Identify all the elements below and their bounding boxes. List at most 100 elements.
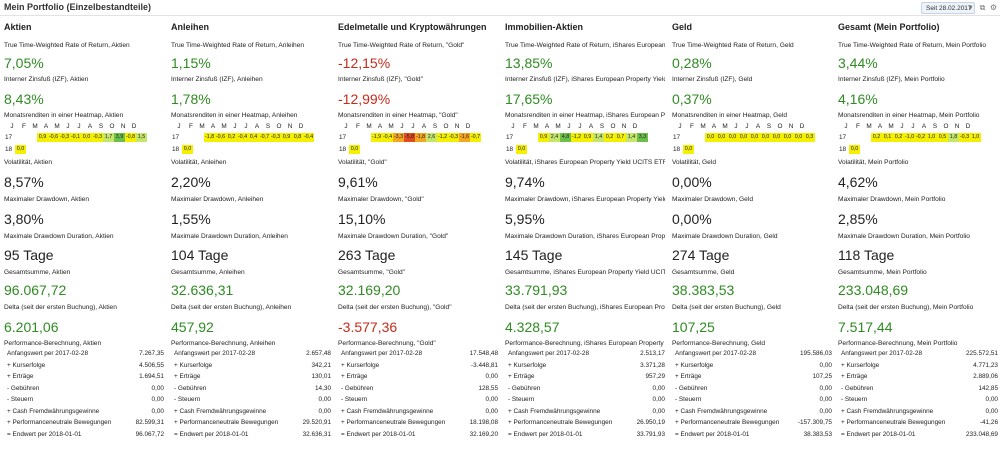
heatmap-month-label: A bbox=[877, 123, 883, 130]
performance-row: - Gebühren 142,85 bbox=[838, 385, 998, 396]
heatmap-cell: 0,0 bbox=[738, 133, 749, 142]
heatmap-month-label: F bbox=[22, 123, 26, 130]
performance-row-value: 0,00 bbox=[819, 396, 832, 403]
performance-row: - Gebühren 0,00 bbox=[4, 385, 164, 396]
twr-value: -12,15% bbox=[338, 55, 391, 71]
heatmap-cell: 0,0 bbox=[15, 145, 26, 154]
max-drawdown-value: 0,00% bbox=[672, 211, 712, 227]
performance-row: + Cash Fremdwährungsgewinne 0,00 bbox=[4, 408, 164, 419]
irr-label: Interner Zinsfuß (IZF), "Gold" bbox=[338, 76, 423, 83]
total-value: 96.067,72 bbox=[4, 282, 67, 298]
performance-row-value: 96.067,72 bbox=[135, 430, 164, 438]
page-title: Mein Portfolio (Einzelbestandteile) bbox=[4, 2, 152, 12]
delta-value: 107,25 bbox=[672, 319, 715, 335]
performance-row-value: 0,00 bbox=[652, 407, 665, 415]
irr-value: 0,37% bbox=[672, 91, 712, 107]
drawdown-duration-label: Maximale Drawdown Duration, Aktien bbox=[4, 233, 114, 240]
performance-row-label: + Erträge bbox=[341, 373, 368, 380]
volatility-label: Volatilität, "Gold" bbox=[338, 159, 387, 166]
performance-row: Anfangswert per 2017-02-28 17.548,48 bbox=[338, 350, 498, 361]
performance-row-label: + Performanceneutrale Bewegungen bbox=[841, 419, 946, 426]
heatmap-month-label: N bbox=[621, 123, 627, 130]
heatmap-month-label: J bbox=[678, 123, 682, 130]
heatmap-cell: 1,0 bbox=[970, 133, 981, 142]
performance-label: Performance-Berechnung, Geld bbox=[672, 340, 766, 347]
performance-row-label: + Performanceneutrale Bewegungen bbox=[7, 419, 112, 426]
performance-row-label: = Endwert per 2018-01-01 bbox=[841, 430, 916, 438]
heatmap-month-label: M bbox=[221, 123, 227, 130]
performance-row-label: - Gebühren bbox=[841, 384, 874, 392]
total-label: Gesamtsumme, Aktien bbox=[4, 269, 71, 276]
performance-row-label: Anfangswert per 2017-02-28 bbox=[841, 350, 923, 357]
performance-row: Anfangswert per 2017-02-28 195.586,03 bbox=[672, 350, 832, 361]
dropdown-icon[interactable]: ▾ bbox=[968, 3, 973, 12]
portfolio-column: Geld True Time-Weighted Rate of Return, G… bbox=[672, 20, 832, 450]
performance-row-label: Anfangswert per 2017-02-28 bbox=[341, 350, 423, 357]
heatmap-cell: -0,3 bbox=[959, 133, 970, 142]
heatmap-cell: -0,3 bbox=[92, 133, 103, 142]
performance-row-label: + Kurserfolge bbox=[675, 361, 714, 369]
total-label: Gesamtsumme, "Gold" bbox=[338, 269, 405, 276]
volatility-label: Volatilität, Mein Portfolio bbox=[838, 159, 909, 166]
heatmap-cell: -0,7 bbox=[470, 133, 481, 142]
performance-row-value: 0,00 bbox=[985, 407, 998, 415]
heatmap-month-label: N bbox=[954, 123, 960, 130]
heatmap-cell: -0,2 bbox=[915, 133, 926, 142]
heatmap-cell: -1,6 bbox=[459, 133, 470, 142]
heatmap-month-label: J bbox=[400, 123, 404, 130]
max-drawdown-label: Maximaler Drawdown, Aktien bbox=[4, 196, 90, 203]
performance-row: - Steuern 0,00 bbox=[338, 396, 498, 407]
heatmap-cell: -1,9 bbox=[371, 133, 382, 142]
heatmap-month-label: M bbox=[555, 123, 561, 130]
heatmap-month-label: A bbox=[43, 123, 49, 130]
heatmap-month-label: J bbox=[233, 123, 237, 130]
heatmap-month-label: O bbox=[276, 123, 282, 130]
performance-row-label: + Kurserfolge bbox=[508, 361, 547, 369]
heatmap-month-label: F bbox=[189, 123, 193, 130]
heatmap-cell: -0,1 bbox=[70, 133, 81, 142]
heatmap-cell: 0,3 bbox=[804, 133, 815, 142]
performance-row: + Kurserfolge 4.771,23 bbox=[838, 362, 998, 373]
performance-row: - Gebühren 128,55 bbox=[338, 385, 498, 396]
heatmap-month-label: J bbox=[578, 123, 582, 130]
heatmap-cell: 0,2 bbox=[604, 133, 615, 142]
performance-row-label: = Endwert per 2018-01-01 bbox=[174, 430, 249, 438]
heatmap-month-label: A bbox=[711, 123, 717, 130]
twr-value: 0,28% bbox=[672, 55, 712, 71]
heatmap-cell: 1,4 bbox=[593, 133, 604, 142]
performance-row-value: 128,55 bbox=[478, 384, 498, 392]
date-filter-button[interactable]: Seit 28.02.2017 bbox=[921, 2, 975, 14]
drawdown-duration-value: 274 Tage bbox=[672, 247, 730, 263]
portfolio-column: Aktien True Time-Weighted Rate of Return,… bbox=[4, 20, 164, 450]
copy-icon[interactable]: ⧉ bbox=[979, 3, 986, 12]
heatmap-month-label: O bbox=[777, 123, 783, 130]
performance-row-label: + Cash Fremdwährungsgewinne bbox=[174, 407, 267, 415]
heatmap-cell: -0,6 bbox=[215, 133, 226, 142]
performance-row-value: 1.694,51 bbox=[139, 373, 164, 380]
performance-row: + Erträge 130,01 bbox=[171, 373, 331, 384]
heatmap-month-label: J bbox=[911, 123, 915, 130]
settings-icon[interactable]: ⚙ bbox=[989, 3, 998, 12]
twr-value: 7,05% bbox=[4, 55, 44, 71]
volatility-value: 9,74% bbox=[505, 174, 545, 190]
performance-row: = Endwert per 2018-01-01 32.169,20 bbox=[338, 431, 498, 442]
volatility-value: 0,00% bbox=[672, 174, 712, 190]
irr-label: Interner Zinsfuß (IZF), Anleihen bbox=[171, 76, 263, 83]
delta-label: Delta (seit der ersten Buchung), iShares… bbox=[505, 304, 665, 311]
performance-row-value: 0,00 bbox=[819, 384, 832, 392]
performance-row-label: + Erträge bbox=[675, 373, 702, 380]
heatmap-year-label: 18 bbox=[172, 146, 180, 153]
heatmap-cell: 0,8 bbox=[292, 133, 303, 142]
performance-row-value: 0,00 bbox=[318, 396, 331, 403]
heatmap-year-label: 18 bbox=[339, 146, 347, 153]
performance-row-value: 0,00 bbox=[985, 396, 998, 403]
max-drawdown-value: 1,55% bbox=[171, 211, 211, 227]
performance-row-label: - Gebühren bbox=[341, 384, 374, 392]
performance-row-value: -3.448,81 bbox=[470, 361, 498, 369]
irr-value: 8,43% bbox=[4, 91, 44, 107]
performance-row-label: - Steuern bbox=[174, 396, 201, 403]
heatmap-cell: 0,1 bbox=[882, 133, 893, 142]
twr-label: True Time-Weighted Rate of Return, Anlei… bbox=[171, 42, 305, 49]
heatmap-month-label: M bbox=[388, 123, 394, 130]
heatmap-cell: 0,0 bbox=[716, 133, 727, 142]
